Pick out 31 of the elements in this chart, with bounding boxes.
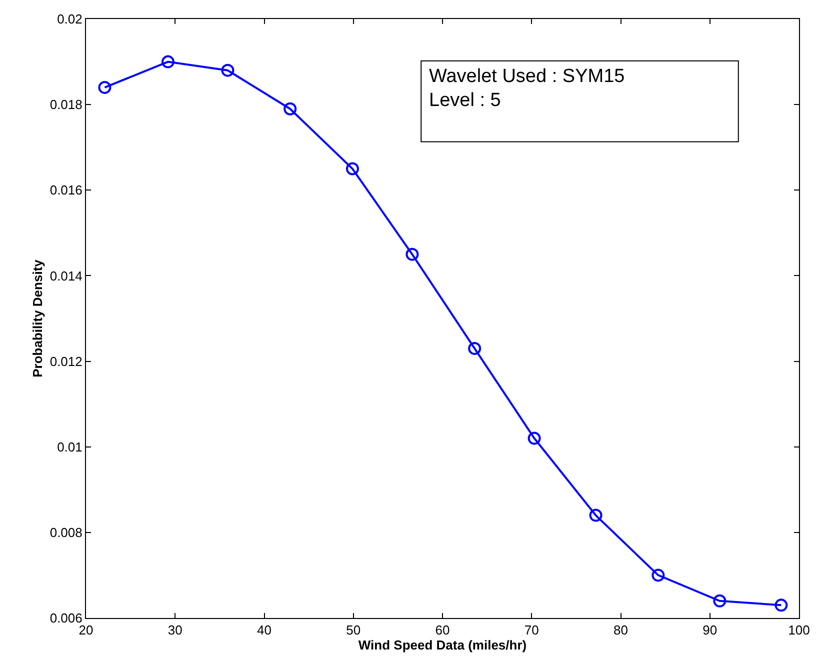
point [406, 248, 419, 261]
point [774, 598, 788, 612]
x-tick-label: 80 [614, 622, 628, 638]
x-tick-label: 100 [788, 622, 810, 638]
point [528, 432, 541, 445]
x-axis-title: Wind Speed Data (miles/hr) [358, 638, 527, 653]
y-tick-label: 0.014 [50, 268, 82, 284]
y-tick-label: 0.016 [50, 182, 82, 198]
y-tick-label: 0.018 [50, 97, 82, 112]
x-tick-label: 60 [435, 622, 450, 638]
y-axis-title: Probability Density [30, 258, 45, 378]
point [162, 55, 174, 68]
point [98, 80, 112, 94]
point [468, 342, 482, 355]
y-tick-label: 0.02 [57, 12, 82, 27]
point [652, 568, 665, 582]
x-tick-label: 70 [524, 622, 539, 638]
annotation: Level : 5 [429, 90, 501, 111]
x-tick-label: 90 [702, 622, 718, 638]
x-tick-label: 30 [168, 622, 182, 638]
point [589, 508, 602, 522]
y-tick-label: 0.01 [57, 439, 82, 454]
x-tick-label: 40 [257, 622, 272, 638]
x-tick-label: 50 [346, 622, 361, 638]
point [713, 594, 726, 608]
point [284, 102, 297, 116]
point [221, 64, 234, 77]
y-tick-label: 0.012 [50, 354, 82, 369]
point [346, 162, 359, 176]
annotation: Wavelet Used : SYM15 [429, 66, 625, 87]
y-tick-label: 0.008 [50, 524, 82, 540]
